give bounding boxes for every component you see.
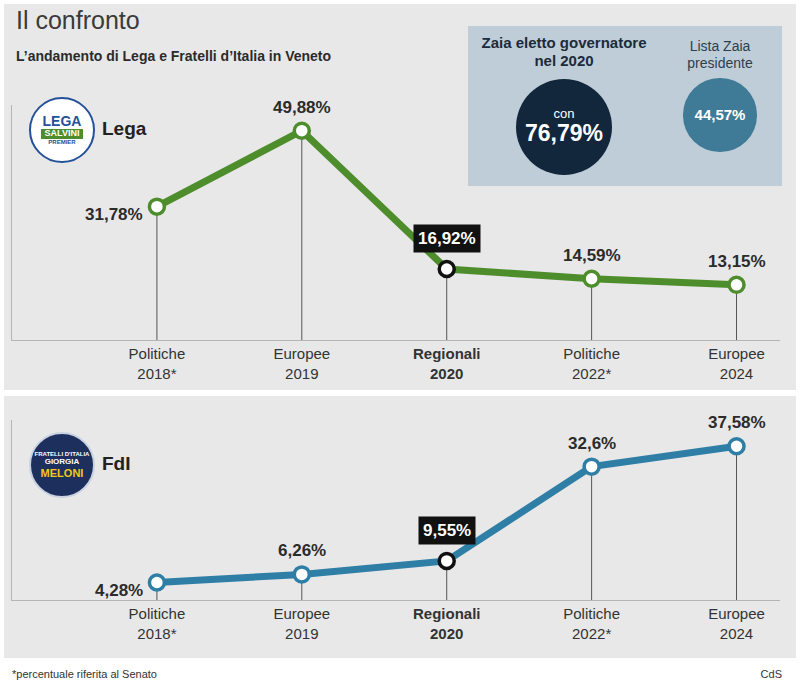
- html-text:44,57%: 44,57%: [694, 106, 746, 124]
- html-text:L’andamento di Lega e Fratelli: L’andamento di Lega e Fratelli d’Italia …: [16, 48, 332, 64]
- svg-text:4,28%: 4,28%: [95, 581, 143, 600]
- svg-text:Europee2019: Europee2019: [273, 345, 330, 382]
- html-text:FRATELLI D'ITALIA: FRATELLI D'ITALIA: [34, 451, 90, 458]
- svg-text:Regionali2020: Regionali2020: [413, 345, 481, 382]
- html-text:SALVINI: SALVINI: [44, 128, 80, 139]
- html-text:MELONI: MELONI: [40, 466, 84, 479]
- html-text:PREMIER: PREMIER: [48, 139, 76, 146]
- html-text:*percentuale riferita al Senat: *percentuale riferita al Senato: [12, 668, 157, 680]
- svg-text:Politiche2022*: Politiche2022*: [563, 605, 620, 642]
- html-text:FdI: FdI: [102, 453, 131, 474]
- svg-text:37,58%: 37,58%: [708, 413, 766, 432]
- svg-text:16,92%: 16,92%: [418, 229, 476, 248]
- svg-text:Europee2024: Europee2024: [708, 605, 765, 642]
- svg-text:Regionali2020: Regionali2020: [413, 605, 481, 642]
- html-text:CdS: CdS: [760, 668, 782, 680]
- html-text:Lista Zaia presidente: Lista Zaia presidente: [687, 38, 753, 71]
- html-text:LEGA: LEGA: [42, 113, 82, 130]
- svg-text:Politiche2018*: Politiche2018*: [129, 345, 186, 382]
- svg-text:14,59%: 14,59%: [563, 246, 621, 265]
- svg-text:49,88%: 49,88%: [273, 98, 331, 117]
- html-text:con: con: [553, 106, 575, 122]
- svg-text:32,6%: 32,6%: [568, 434, 616, 453]
- svg-text:13,15%: 13,15%: [708, 252, 766, 271]
- svg-text:Europee2019: Europee2019: [273, 605, 330, 642]
- html-text:76,79%: 76,79%: [525, 120, 603, 147]
- svg-text:Europee2024: Europee2024: [708, 345, 765, 382]
- html-text:Il confronto: Il confronto: [16, 6, 140, 34]
- svg-text:Politiche2022*: Politiche2022*: [563, 345, 620, 382]
- html-text:GIORGIA: GIORGIA: [44, 456, 80, 466]
- svg-text:Politiche2018*: Politiche2018*: [129, 605, 186, 642]
- svg-text:9,55%: 9,55%: [423, 521, 471, 540]
- svg-text:31,78%: 31,78%: [85, 205, 143, 224]
- html-text:Lega: Lega: [102, 118, 147, 139]
- html-text:Zaia eletto governatore nel 20: Zaia eletto governatore nel 2020: [481, 34, 647, 69]
- svg-text:6,26%: 6,26%: [278, 541, 326, 560]
